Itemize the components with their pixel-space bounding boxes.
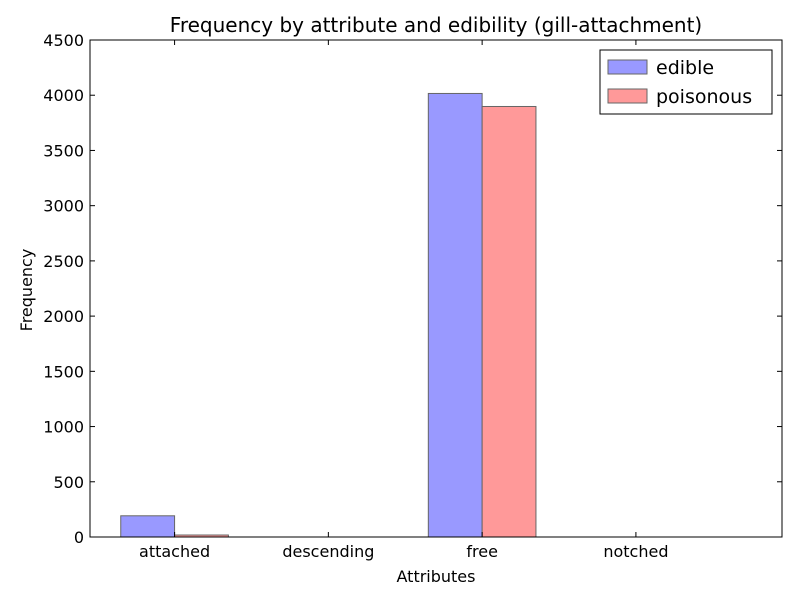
y-tick-label: 4500 xyxy=(43,31,84,50)
x-tick-label-notched: notched xyxy=(603,542,668,561)
legend-label-edible: edible xyxy=(656,57,714,79)
x-axis-title: Attributes xyxy=(397,567,476,586)
chart-title: Frequency by attribute and edibility (gi… xyxy=(170,13,702,37)
y-tick-label: 4000 xyxy=(43,86,84,105)
bars-layer xyxy=(120,92,537,538)
legend-label-poisonous: poisonous xyxy=(656,86,752,108)
y-tick-label: 0 xyxy=(74,528,84,547)
y-tick-label: 500 xyxy=(53,473,84,492)
plot-area-frame xyxy=(89,39,783,538)
legend: edible poisonous xyxy=(599,49,773,115)
bar-poisonous-free xyxy=(481,105,537,538)
bar-edible-attached xyxy=(120,515,176,538)
y-tick-label: 3000 xyxy=(43,197,84,216)
y-tick-label: 1500 xyxy=(43,362,84,381)
y-tick-label: 2000 xyxy=(43,307,84,326)
y-axis: 0 500 1000 1500 2000 2500 3000 3500 4000 4500 xyxy=(43,31,782,547)
bar-edible-free xyxy=(427,92,483,538)
legend-swatch-edible xyxy=(607,59,648,75)
y-axis-title: Frequency xyxy=(17,249,36,332)
x-axis: attached descending free notched xyxy=(139,40,668,561)
x-tick-label-attached: attached xyxy=(139,542,210,561)
y-tick-label: 2500 xyxy=(43,252,84,271)
legend-swatch-poisonous xyxy=(607,88,648,104)
x-tick-label-free: free xyxy=(466,542,498,561)
y-tick-label: 3500 xyxy=(43,141,84,160)
x-tick-label-descending: descending xyxy=(282,542,374,561)
y-tick-label: 1000 xyxy=(43,418,84,437)
